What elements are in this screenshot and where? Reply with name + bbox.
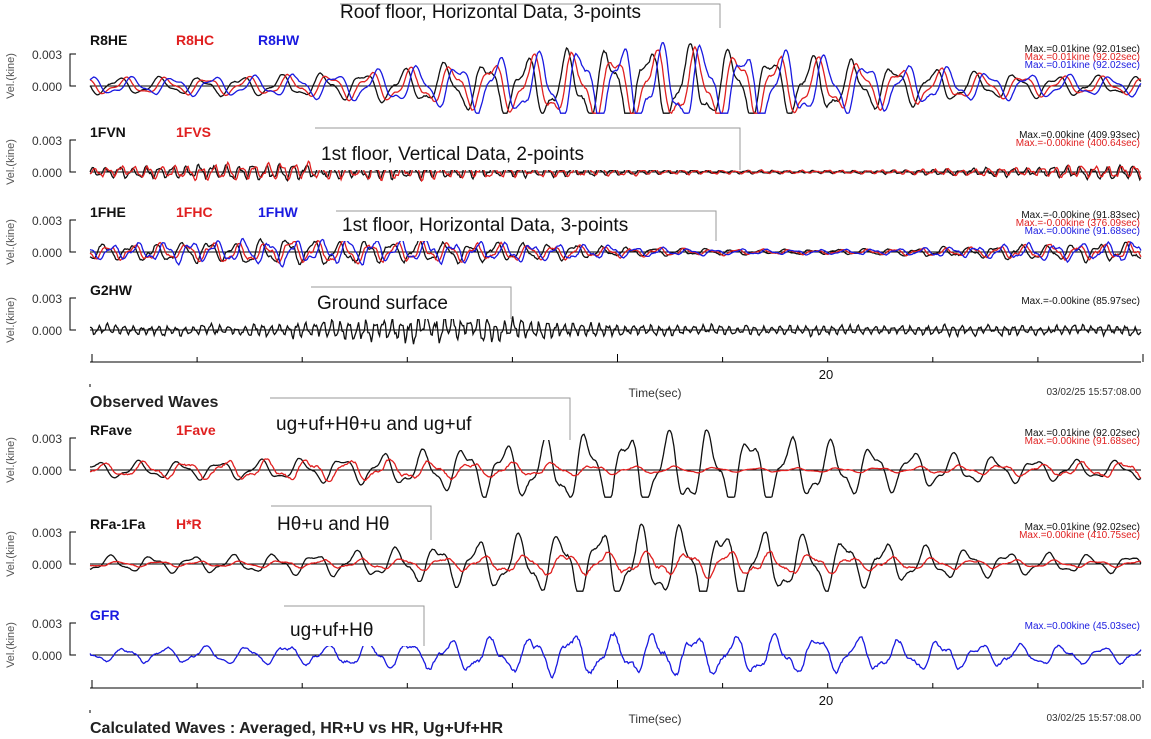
y-scale-bracket	[69, 53, 76, 87]
y-scale-bracket	[69, 139, 76, 173]
series-name-label: GFR	[90, 607, 120, 623]
x-axis-label: Time(sec)	[629, 712, 682, 726]
annotation-box	[311, 287, 511, 319]
y-tick-label: 0.000	[32, 464, 62, 478]
y-tick-label: 0.000	[32, 80, 62, 94]
y-tick-label: 0.003	[32, 48, 62, 62]
series-line-rfave	[89, 429, 1142, 498]
y-axis-label: Vel.(kine)	[5, 139, 17, 185]
max-value-label: Max.=0.01kine (92.02sec)	[1025, 428, 1140, 439]
series-line-gfr	[89, 631, 1142, 679]
y-scale-bracket	[69, 297, 76, 331]
series-name-label: R8HW	[258, 32, 300, 48]
y-scale-bracket	[69, 622, 76, 656]
annotation-text: Hθ+u and Hθ	[277, 514, 390, 535]
max-value-label: Max.=0.00kine (91.68sec)	[1025, 436, 1140, 447]
series-line-r8hw	[89, 42, 1142, 114]
series-name-label: RFa-1Fa	[90, 516, 145, 532]
max-value-label: Max.=0.01kine (92.02sec)	[1025, 522, 1140, 533]
series-name-label: 1FHC	[176, 204, 213, 220]
y-scale-bracket	[69, 531, 76, 565]
series-line-1fhw	[89, 237, 1142, 268]
annotation-border	[311, 286, 512, 319]
y-axis-label: Vel.(kine)	[5, 531, 17, 577]
annotation-text: Roof floor, Horizontal Data, 3-points	[340, 2, 641, 23]
y-axis-label: Vel.(kine)	[5, 437, 17, 483]
y-tick-label: 0.003	[32, 617, 62, 631]
y-scale-bracket	[69, 219, 76, 253]
annotation-text: ug+uf+Hθ+u and ug+uf	[276, 414, 472, 435]
annotation-text: Ground surface	[317, 293, 448, 314]
series-name-label: R8HC	[176, 32, 214, 48]
series-line-1fvn	[89, 161, 1142, 182]
y-tick-label: 0.000	[32, 558, 62, 572]
x-axis-label: Time(sec)	[629, 386, 682, 400]
y-tick-label: 0.000	[32, 649, 62, 663]
annotation-text: 1st floor, Horizontal Data, 3-points	[342, 215, 628, 236]
y-scale-bracket	[69, 437, 76, 471]
max-value-label: Max.=-0.00kine (91.83sec)	[1021, 210, 1140, 221]
series-line-1fave	[89, 458, 1142, 483]
series-name-label: H*R	[176, 516, 202, 532]
annotation-border	[271, 505, 432, 540]
y-axis-label: Vel.(kine)	[5, 297, 17, 343]
annotation-border	[284, 605, 425, 646]
y-tick-label: 0.003	[32, 134, 62, 148]
annotation-box	[270, 398, 570, 440]
annotation-border	[270, 397, 571, 440]
series-name-label: G2HW	[90, 282, 133, 298]
annotation-text: 1st floor, Vertical Data, 2-points	[321, 144, 584, 165]
x-tick-label: 20	[819, 693, 833, 708]
max-value-label: Max.=-0.00kine (85.97sec)	[1021, 296, 1140, 307]
series-line-r8hc	[89, 45, 1142, 115]
series-name-label: 1FVS	[176, 124, 211, 140]
series-line-g2hw	[89, 312, 1142, 345]
annotation-box	[284, 606, 424, 646]
y-tick-label: 0.000	[32, 324, 62, 338]
series-line-1fhe	[89, 237, 1142, 266]
max-value-label: Max.=-0.00kine (400.64sec)	[1016, 138, 1140, 149]
annotation-border	[315, 127, 741, 170]
y-tick-label: 0.003	[32, 292, 62, 306]
series-name-label: RFave	[90, 422, 132, 438]
annotation-border	[336, 210, 717, 241]
annotation-box	[315, 128, 740, 170]
series-name-label: R8HE	[90, 32, 127, 48]
series-line-r8he	[89, 43, 1142, 114]
annotation-box	[271, 506, 431, 540]
annotation-border	[340, 3, 721, 28]
series-name-label: 1Fave	[176, 422, 216, 438]
max-value-label: Max.=0.00kine (409.93sec)	[1019, 130, 1140, 141]
y-tick-label: 0.000	[32, 246, 62, 260]
y-tick-label: 0.003	[32, 432, 62, 446]
max-value-label: Max.=0.01kine (92.02sec)	[1025, 52, 1140, 63]
annotation-box	[336, 211, 716, 241]
series-name-label: 1FHE	[90, 204, 126, 220]
y-axis-label: Vel.(kine)	[5, 219, 17, 265]
annotation-text: ug+uf+Hθ	[290, 620, 373, 641]
y-tick-label: 0.003	[32, 526, 62, 540]
series-name-label: 1FVN	[90, 124, 126, 140]
series-line-h-r	[89, 550, 1142, 579]
timestamp: 03/02/25 15:57:08.00	[1046, 387, 1141, 398]
y-tick-label: 0.003	[32, 214, 62, 228]
max-value-label: Max.=-0.00kine (376.09sec)	[1016, 218, 1140, 229]
y-tick-label: 0.000	[32, 166, 62, 180]
timestamp: 03/02/25 15:57:08.00	[1046, 713, 1141, 724]
series-name-label: 1FHW	[258, 204, 298, 220]
max-value-label: Max.=0.01kine (92.02sec)	[1025, 60, 1140, 71]
max-value-label: Max.=0.00kine (410.75sec)	[1019, 530, 1140, 541]
y-axis-label: Vel.(kine)	[5, 53, 17, 99]
annotation-box	[340, 4, 720, 28]
section-caption: Observed Waves	[90, 394, 218, 411]
x-tick-label: 20	[819, 367, 833, 382]
series-line-rfa-1fa	[89, 523, 1142, 592]
max-value-label: Max.=0.01kine (92.01sec)	[1025, 44, 1140, 55]
max-value-label: Max.=0.00kine (45.03sec)	[1025, 621, 1140, 632]
y-axis-label: Vel.(kine)	[5, 622, 17, 668]
max-value-label: Max.=0.00kine (91.68sec)	[1025, 226, 1140, 237]
section-caption: Calculated Waves : Averaged, HR+U vs HR,…	[90, 720, 503, 737]
